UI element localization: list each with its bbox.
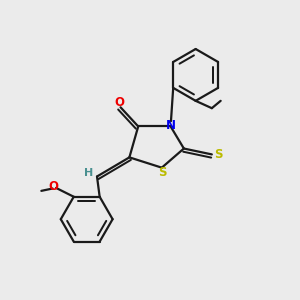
Text: O: O [114,96,124,110]
Text: S: S [214,148,223,161]
Text: O: O [48,180,58,193]
Text: N: N [166,119,176,132]
Text: H: H [83,168,93,178]
Text: S: S [158,166,166,178]
